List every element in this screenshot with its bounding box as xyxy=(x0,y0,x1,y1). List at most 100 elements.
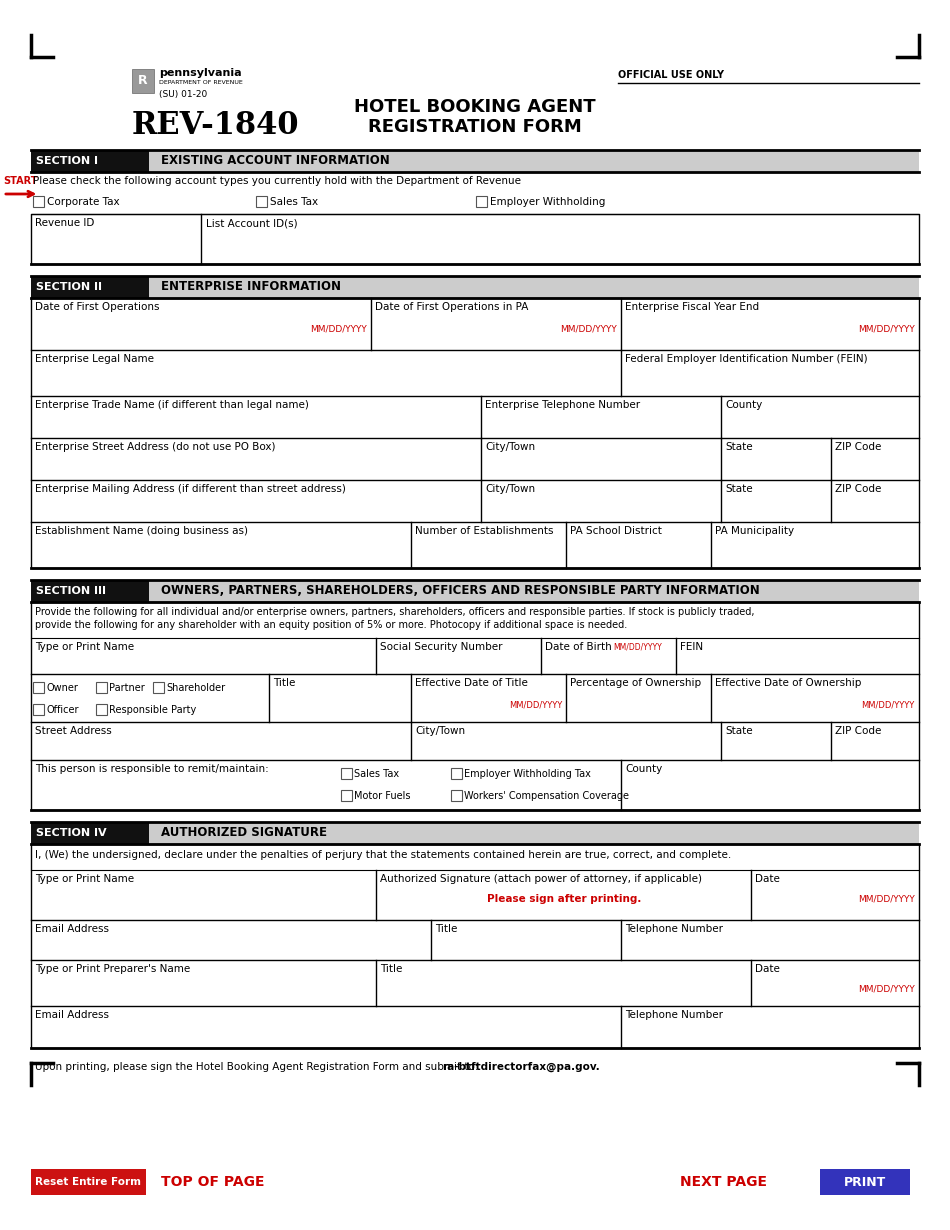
Bar xyxy=(476,196,487,207)
Bar xyxy=(341,790,352,801)
Bar xyxy=(31,150,149,172)
Bar xyxy=(820,1168,910,1196)
Text: Please sign after printing.: Please sign after printing. xyxy=(486,894,641,904)
Text: SECTION III: SECTION III xyxy=(36,585,106,597)
Text: Motor Fuels: Motor Fuels xyxy=(354,791,410,801)
Bar xyxy=(31,822,919,844)
Text: SECTION IV: SECTION IV xyxy=(36,828,107,838)
Text: FEIN: FEIN xyxy=(680,642,703,652)
Bar xyxy=(341,768,352,779)
Text: Social Security Number: Social Security Number xyxy=(380,642,503,652)
Text: County: County xyxy=(726,400,763,410)
Text: Type or Print Preparer's Name: Type or Print Preparer's Name xyxy=(35,964,191,974)
Text: Employer Withholding Tax: Employer Withholding Tax xyxy=(465,769,591,779)
Text: MM/DD/YYYY: MM/DD/YYYY xyxy=(614,642,662,651)
Text: MM/DD/YYYY: MM/DD/YYYY xyxy=(858,984,915,993)
Text: Workers' Compensation Coverage: Workers' Compensation Coverage xyxy=(465,791,629,801)
Text: MM/DD/YYYY: MM/DD/YYYY xyxy=(509,700,562,708)
Bar xyxy=(31,601,919,811)
Text: Upon printing, please sign the Hotel Booking Agent Registration Form and submit : Upon printing, please sign the Hotel Boo… xyxy=(35,1061,482,1073)
Text: County: County xyxy=(625,764,662,774)
Text: PA Municipality: PA Municipality xyxy=(715,526,794,536)
Text: DEPARTMENT OF REVENUE: DEPARTMENT OF REVENUE xyxy=(159,80,243,86)
Text: Shareholder: Shareholder xyxy=(166,683,225,692)
Text: I, (We) the undersigned, declare under the penalties of perjury that the stateme: I, (We) the undersigned, declare under t… xyxy=(35,850,732,860)
Text: TOP OF PAGE: TOP OF PAGE xyxy=(162,1175,265,1189)
Bar xyxy=(451,768,463,779)
Text: Email Address: Email Address xyxy=(35,924,109,934)
Bar xyxy=(31,822,149,844)
Text: Corporate Tax: Corporate Tax xyxy=(48,197,120,207)
Text: Responsible Party: Responsible Party xyxy=(109,705,197,715)
Bar xyxy=(451,790,463,801)
Text: Please check the following account types you currently hold with the Department : Please check the following account types… xyxy=(33,176,522,186)
Text: Title: Title xyxy=(380,964,403,974)
Text: ZIP Code: ZIP Code xyxy=(835,442,882,451)
Text: Authorized Signature (attach power of attorney, if applicable): Authorized Signature (attach power of at… xyxy=(380,875,702,884)
Text: pennsylvania: pennsylvania xyxy=(159,68,241,77)
Text: Provide the following for all individual and/or enterprise owners, partners, sha: Provide the following for all individual… xyxy=(35,606,755,617)
Text: OFFICIAL USE ONLY: OFFICIAL USE ONLY xyxy=(618,70,724,80)
Bar xyxy=(256,196,267,207)
Text: Reset Entire Form: Reset Entire Form xyxy=(35,1177,142,1187)
Text: MM/DD/YYYY: MM/DD/YYYY xyxy=(311,323,368,333)
Bar xyxy=(31,276,149,298)
Text: Partner: Partner xyxy=(109,683,145,692)
Text: MM/DD/YYYY: MM/DD/YYYY xyxy=(862,700,915,708)
Text: ra-btftdirectorfax@pa.gov.: ra-btftdirectorfax@pa.gov. xyxy=(443,1061,600,1073)
Text: NEXT PAGE: NEXT PAGE xyxy=(680,1175,767,1189)
Text: MM/DD/YYYY: MM/DD/YYYY xyxy=(560,323,618,333)
Text: City/Town: City/Town xyxy=(485,442,536,451)
Bar xyxy=(31,298,919,568)
Text: SECTION I: SECTION I xyxy=(36,156,99,166)
Text: Effective Date of Title: Effective Date of Title xyxy=(415,678,528,688)
Text: Enterprise Legal Name: Enterprise Legal Name xyxy=(35,354,154,364)
Text: Telephone Number: Telephone Number xyxy=(625,924,723,934)
Text: Enterprise Telephone Number: Enterprise Telephone Number xyxy=(485,400,640,410)
Text: ZIP Code: ZIP Code xyxy=(835,483,882,494)
Text: PA School District: PA School District xyxy=(570,526,662,536)
Text: Revenue ID: Revenue ID xyxy=(35,218,95,228)
Text: MM/DD/YYYY: MM/DD/YYYY xyxy=(858,894,915,903)
Text: Telephone Number: Telephone Number xyxy=(625,1010,723,1020)
Text: Number of Establishments: Number of Establishments xyxy=(415,526,554,536)
Text: Federal Employer Identification Number (FEIN): Federal Employer Identification Number (… xyxy=(625,354,868,364)
Text: AUTHORIZED SIGNATURE: AUTHORIZED SIGNATURE xyxy=(162,827,328,840)
Text: Date: Date xyxy=(755,964,780,974)
Bar xyxy=(31,1168,146,1196)
Bar xyxy=(31,844,919,1048)
Text: Sales Tax: Sales Tax xyxy=(271,197,318,207)
Bar xyxy=(33,681,45,692)
Text: State: State xyxy=(726,442,753,451)
Text: Street Address: Street Address xyxy=(35,726,112,736)
Text: provide the following for any shareholder with an equity position of 5% or more.: provide the following for any shareholde… xyxy=(35,620,628,630)
Bar xyxy=(132,69,154,93)
Text: ENTERPRISE INFORMATION: ENTERPRISE INFORMATION xyxy=(162,280,341,294)
Bar xyxy=(31,214,919,264)
Text: Date of First Operations in PA: Date of First Operations in PA xyxy=(375,303,529,312)
Bar xyxy=(153,681,164,692)
Text: Sales Tax: Sales Tax xyxy=(354,769,400,779)
Bar xyxy=(31,581,919,601)
Text: City/Town: City/Town xyxy=(415,726,466,736)
Text: Effective Date of Ownership: Effective Date of Ownership xyxy=(715,678,862,688)
Text: SECTION II: SECTION II xyxy=(36,282,103,292)
Text: EXISTING ACCOUNT INFORMATION: EXISTING ACCOUNT INFORMATION xyxy=(162,155,390,167)
Text: Title: Title xyxy=(435,924,458,934)
Text: Type or Print Name: Type or Print Name xyxy=(35,875,135,884)
Bar xyxy=(33,704,45,715)
Text: MM/DD/YYYY: MM/DD/YYYY xyxy=(858,323,915,333)
Text: Email Address: Email Address xyxy=(35,1010,109,1020)
Text: Enterprise Street Address (do not use PO Box): Enterprise Street Address (do not use PO… xyxy=(35,442,276,451)
Text: Date of Birth: Date of Birth xyxy=(545,642,612,652)
Text: Enterprise Trade Name (if different than legal name): Enterprise Trade Name (if different than… xyxy=(35,400,310,410)
Text: Date: Date xyxy=(755,875,780,884)
Bar xyxy=(31,276,919,298)
Text: Establishment Name (doing business as): Establishment Name (doing business as) xyxy=(35,526,248,536)
Text: State: State xyxy=(726,726,753,736)
Bar xyxy=(31,581,149,601)
Text: ZIP Code: ZIP Code xyxy=(835,726,882,736)
Text: REV-1840: REV-1840 xyxy=(132,109,299,140)
Text: Enterprise Mailing Address (if different than street address): Enterprise Mailing Address (if different… xyxy=(35,483,346,494)
Text: (SU) 01-20: (SU) 01-20 xyxy=(159,91,207,100)
